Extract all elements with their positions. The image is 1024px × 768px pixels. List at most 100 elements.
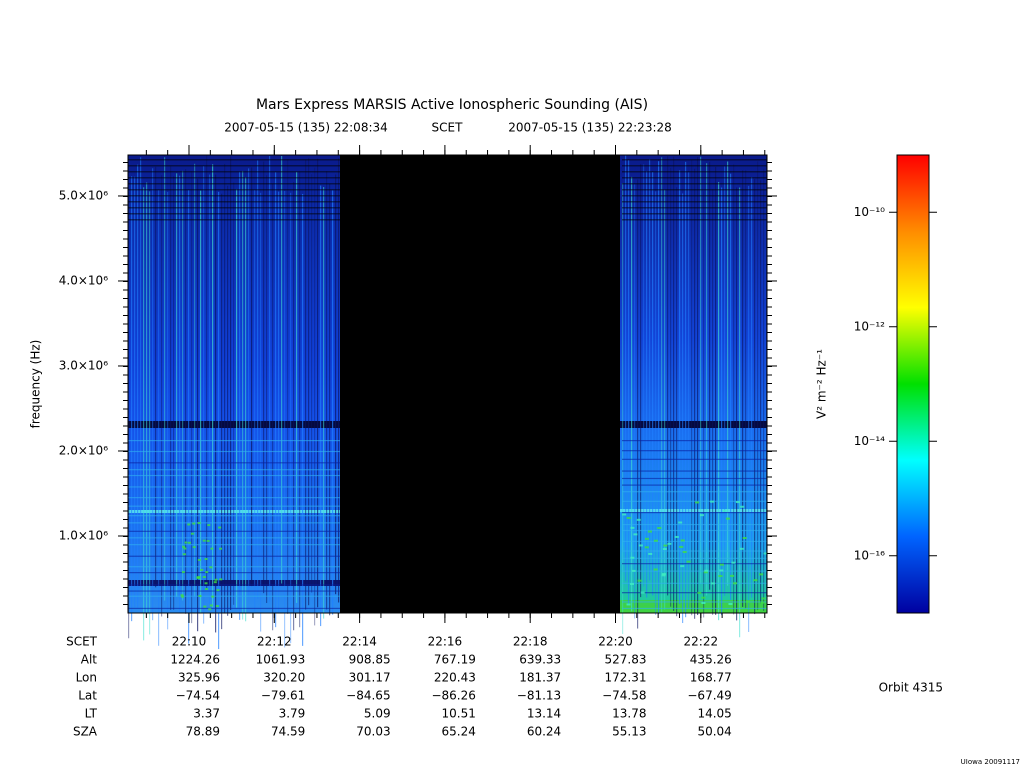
table-cell: 1061.93 <box>256 653 306 667</box>
spectrogram-texture <box>248 168 250 598</box>
spectrogram-texture <box>182 545 186 548</box>
row-label: SCET <box>66 635 98 649</box>
spectrogram-texture <box>718 182 720 621</box>
spectrogram-texture <box>706 163 708 596</box>
spectrogram-texture <box>311 174 313 593</box>
spectrogram-texture <box>630 526 635 529</box>
spectrogram-texture <box>284 190 286 648</box>
spectrogram-band <box>620 509 767 512</box>
spectrogram-texture <box>753 579 758 582</box>
spectrogram-texture <box>128 555 340 557</box>
spectrogram-texture <box>647 530 652 533</box>
colorbar-tick-label: 10⁻¹⁶ <box>854 548 885 562</box>
spectrogram-texture <box>622 189 767 191</box>
row-label: Lat <box>78 689 97 703</box>
spectrogram-texture <box>622 592 767 594</box>
spectrogram-texture <box>622 512 767 514</box>
spectrogram-texture <box>686 560 691 563</box>
spectrogram-texture <box>701 602 706 605</box>
orbit-label: Orbit 4315 <box>879 681 943 695</box>
spectrogram-texture <box>216 589 220 592</box>
spectrogram-texture <box>173 176 175 610</box>
spectrogram-texture <box>293 181 295 631</box>
spectrogram-texture <box>317 158 319 608</box>
colorbar-tick-label: 10⁻¹² <box>854 319 885 333</box>
spectrogram-texture <box>735 501 740 504</box>
spectrogram-texture <box>323 187 325 619</box>
spectrogram-texture <box>622 207 767 209</box>
spectrogram-texture <box>622 582 767 584</box>
spectrogram-texture <box>625 155 627 582</box>
spectrogram-texture <box>182 553 186 556</box>
chart-title: Mars Express MARSIS Active Ionospheric S… <box>256 97 648 113</box>
spectrogram-texture <box>176 173 178 597</box>
spectrogram-texture <box>630 556 635 559</box>
spectrogram-texture <box>204 582 208 585</box>
spectrogram-texture <box>236 189 238 608</box>
spectrogram-texture <box>128 201 340 203</box>
spectrogram-texture <box>218 191 220 650</box>
spectrogram-texture <box>196 576 200 579</box>
spectrogram-texture <box>697 157 699 616</box>
spectrogram-texture <box>206 155 208 589</box>
spectrogram-texture <box>290 192 292 644</box>
spectrogram-texture <box>219 578 223 581</box>
spectrogram-texture <box>638 544 643 547</box>
spectrogram-texture <box>287 159 289 614</box>
x-tick-label: 22:12 <box>257 635 292 649</box>
spectrogram-texture <box>326 171 328 610</box>
spectrogram-texture <box>637 179 639 629</box>
spectrogram-texture <box>187 541 191 544</box>
table-cell: −74.58 <box>602 689 646 703</box>
spectrogram-texture <box>219 547 223 550</box>
spectrogram-texture <box>725 517 730 520</box>
spectrogram-texture <box>128 165 340 167</box>
spectrogram-texture <box>305 159 307 610</box>
spectrogram-texture <box>197 178 199 632</box>
spectrogram-texture <box>622 523 767 526</box>
spectrogram-texture <box>180 594 184 597</box>
table-cell: 301.17 <box>349 671 391 685</box>
table-cell: 527.83 <box>605 653 647 667</box>
spectrogram-texture <box>732 582 737 585</box>
spectrogram-texture <box>197 558 201 561</box>
spectrogram-texture <box>251 167 253 587</box>
spectrogram-texture <box>622 182 624 634</box>
table-cell: 908.85 <box>349 653 391 667</box>
spectrogram-texture <box>128 219 340 221</box>
spectrogram-texture <box>128 450 340 453</box>
spectrogram-texture <box>335 174 337 595</box>
spectrogram-texture <box>140 157 142 588</box>
spectrogram-texture <box>134 176 136 608</box>
spectrogram-texture <box>266 175 268 603</box>
spectrogram-texture <box>128 584 340 586</box>
spectrogram-texture <box>667 542 672 545</box>
table-cell: 639.33 <box>519 653 561 667</box>
spectrogram-texture <box>740 505 745 508</box>
spectrogram-texture <box>146 182 148 615</box>
spectrogram-texture <box>254 189 256 612</box>
spectrogram-texture <box>678 521 683 524</box>
spectrogram-texture <box>200 568 204 571</box>
spectrogram-texture <box>634 184 636 619</box>
spectrogram-texture <box>622 171 767 173</box>
spectrogram-texture <box>194 163 196 597</box>
spectrogram-texture <box>314 167 316 626</box>
table-cell: 60.24 <box>527 725 561 739</box>
spectrogram-texture <box>622 563 767 565</box>
y-axis-label: frequency (Hz) <box>29 340 43 429</box>
spectrogram-texture <box>655 191 657 615</box>
spectrogram-texture <box>128 207 340 209</box>
spectrogram-texture <box>187 523 191 526</box>
spectrogram-texture <box>676 187 678 617</box>
spectrogram-texture <box>128 462 340 464</box>
spectrogram-texture <box>703 191 705 618</box>
spectrogram-texture <box>203 605 207 608</box>
spectrogram-texture <box>308 158 310 606</box>
spectrogram-texture <box>640 163 642 598</box>
spectrogram-texture <box>663 544 668 547</box>
spectrogram-texture <box>622 159 767 161</box>
spectrogram-texture <box>128 195 340 197</box>
spectrogram-texture <box>679 170 681 604</box>
spectrogram-texture <box>680 565 685 568</box>
